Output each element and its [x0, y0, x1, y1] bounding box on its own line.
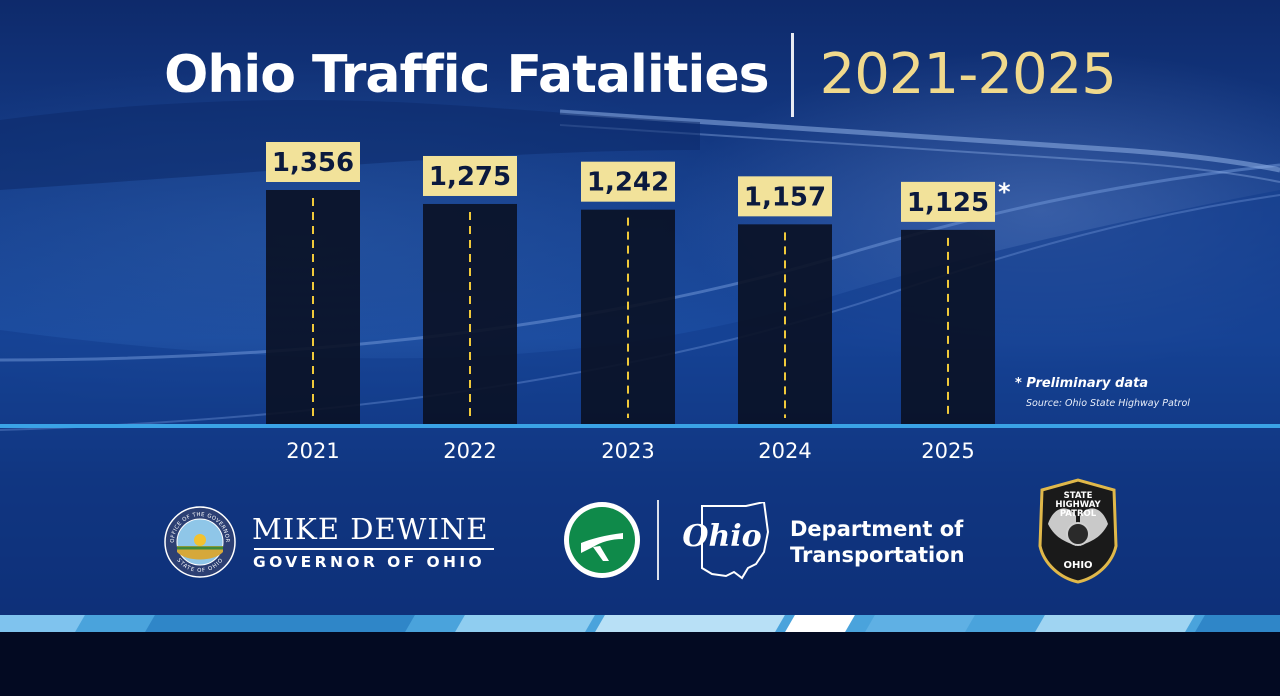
value-label-box-2024: [738, 176, 832, 217]
value-label-2023: 1,242: [587, 168, 669, 198]
bar-chart: 1,356 2021 1,275 2022 1,242 2023 1,157 2024 1,12…: [0, 142, 1280, 463]
x-tick-label-2021: 2021: [286, 439, 339, 463]
governor-title: GOVERNOR OF OHIO: [253, 553, 486, 571]
value-label-2025: 1,125: [907, 188, 989, 218]
accent-stripes: [0, 615, 1280, 632]
odot-divider: [657, 500, 659, 580]
x-tick-label-2023: 2023: [601, 439, 654, 463]
dept-line-2: Transportation: [790, 543, 965, 567]
partner-logos: OFFICE OF THE GOVERNOR STATE OF OHIO MIK…: [0, 478, 1280, 600]
odot-logo-icon: [564, 502, 640, 578]
value-label-box-2021: [266, 142, 360, 182]
chart-baseline: [0, 424, 1280, 428]
annotation-asterisk: *: [998, 178, 1011, 206]
badge-text-1: STATE: [1064, 491, 1093, 501]
x-tick-label-2022: 2022: [443, 439, 496, 463]
odot-name: Department of Transportation: [790, 516, 965, 568]
title-text: Ohio Traffic Fatalities: [164, 45, 769, 105]
chart-title: Ohio Traffic Fatalities 2021-2025: [0, 30, 1280, 120]
title-divider: [790, 33, 794, 117]
highway-patrol-badge-icon: STATE HIGHWAY PATROL OHIO: [1038, 478, 1118, 584]
title-years: 2021-2025: [819, 42, 1117, 107]
bar-2021: [266, 190, 360, 424]
value-label-2022: 1,275: [429, 162, 511, 192]
badge-text-ohio: OHIO: [1063, 560, 1092, 571]
badge-text-3: PATROL: [1060, 509, 1097, 519]
badge-text-2: HIGHWAY: [1055, 500, 1101, 510]
governor-seal-icon: OFFICE OF THE GOVERNOR STATE OF OHIO: [164, 506, 236, 578]
value-label-box-2025: [901, 181, 995, 222]
x-tick-label-2025: 2025: [921, 439, 974, 463]
value-label-2021: 1,356: [272, 148, 354, 178]
source-note: Source: Ohio State Highway Patrol: [1026, 398, 1190, 409]
value-label-2024: 1,157: [744, 182, 826, 212]
ohio-script: Ohio: [682, 519, 761, 554]
preliminary-note: * Preliminary data: [1015, 376, 1149, 391]
value-label-box-2022: [423, 155, 517, 196]
value-label-box-2023: [581, 161, 675, 202]
ohio-state-outline-icon: Ohio: [682, 502, 770, 580]
x-tick-label-2024: 2024: [758, 439, 811, 463]
dept-line-1: Department of: [790, 517, 964, 541]
governor-name: MIKE DEWINE: [252, 512, 489, 546]
footer-band: [0, 632, 1280, 696]
governor-rule: [254, 548, 494, 550]
